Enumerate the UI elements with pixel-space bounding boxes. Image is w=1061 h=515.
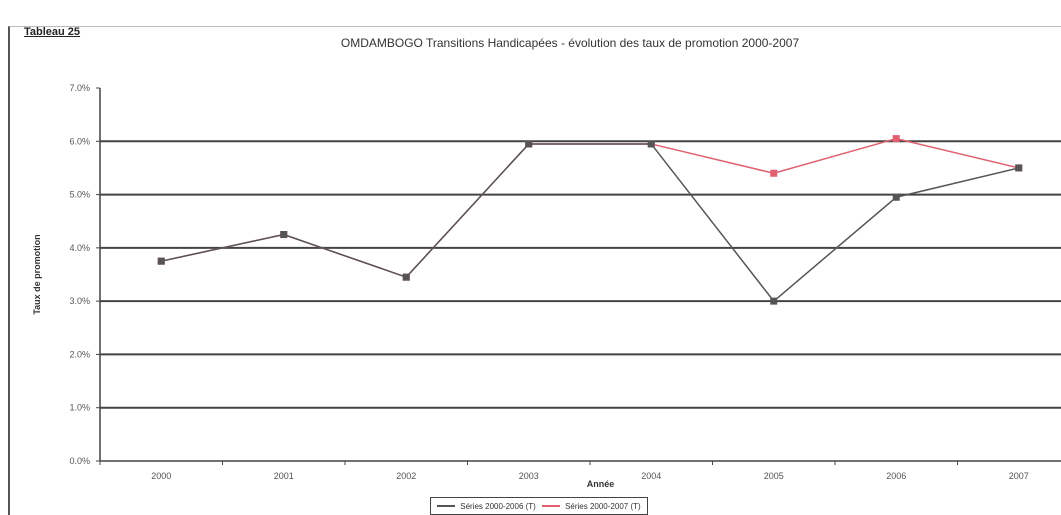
legend-item-series-2: Séries 2000-2007 (T) bbox=[541, 501, 641, 511]
legend-item-series-1: Séries 2000-2006 (T) bbox=[437, 502, 536, 511]
data-point-series-1 bbox=[402, 273, 410, 281]
data-point-series-1 bbox=[1015, 164, 1023, 172]
data-point-series-2 bbox=[892, 135, 900, 143]
y-axis-title: Taux de promotion bbox=[32, 234, 42, 314]
chart-legend: Séries 2000-2006 (T) Séries 2000-2007 (T… bbox=[430, 497, 648, 515]
data-point-series-1 bbox=[525, 140, 533, 148]
legend-swatch-series-2 bbox=[541, 505, 560, 508]
data-point-series-1 bbox=[157, 257, 165, 265]
x-tick-label: 2007 bbox=[1009, 471, 1029, 481]
y-tick-label: 0.0% bbox=[69, 456, 90, 466]
legend-label-series-1: Séries 2000-2006 (T) bbox=[460, 501, 536, 511]
legend-swatch-series-1 bbox=[437, 505, 455, 508]
series-line-2 bbox=[161, 137, 1019, 279]
x-tick-label: 2004 bbox=[641, 471, 661, 481]
data-point-series-1 bbox=[892, 193, 900, 201]
x-tick-label: 2002 bbox=[396, 471, 416, 481]
x-tick-label: 2000 bbox=[151, 471, 171, 481]
x-tick-label: 2001 bbox=[274, 471, 294, 481]
data-point-series-1 bbox=[647, 140, 655, 148]
data-point-series-1 bbox=[770, 297, 778, 305]
y-tick-label: 7.0% bbox=[69, 83, 90, 93]
chart-frame bbox=[8, 26, 1061, 515]
y-tick-label: 6.0% bbox=[69, 136, 90, 146]
table-label: Tableau 25 bbox=[24, 26, 81, 38]
x-tick-label: 2006 bbox=[886, 471, 906, 481]
y-tick-label: 5.0% bbox=[69, 190, 90, 200]
series-line-1 bbox=[161, 143, 1019, 303]
x-tick-label: 2005 bbox=[764, 471, 784, 481]
y-tick-label: 2.0% bbox=[69, 349, 90, 359]
y-tick-label: 3.0% bbox=[69, 296, 90, 306]
chart-title: OMDAMBOGO Transitions Handicapées - évol… bbox=[340, 36, 800, 50]
legend-label-series-2: Séries 2000-2007 (T) bbox=[565, 501, 641, 511]
x-axis-title: Année bbox=[587, 479, 615, 489]
data-point-series-1 bbox=[280, 231, 288, 239]
y-tick-label: 4.0% bbox=[69, 243, 90, 253]
x-tick-label: 2003 bbox=[519, 471, 539, 481]
data-point-series-2 bbox=[770, 169, 778, 177]
y-tick-label: 1.0% bbox=[69, 403, 90, 413]
